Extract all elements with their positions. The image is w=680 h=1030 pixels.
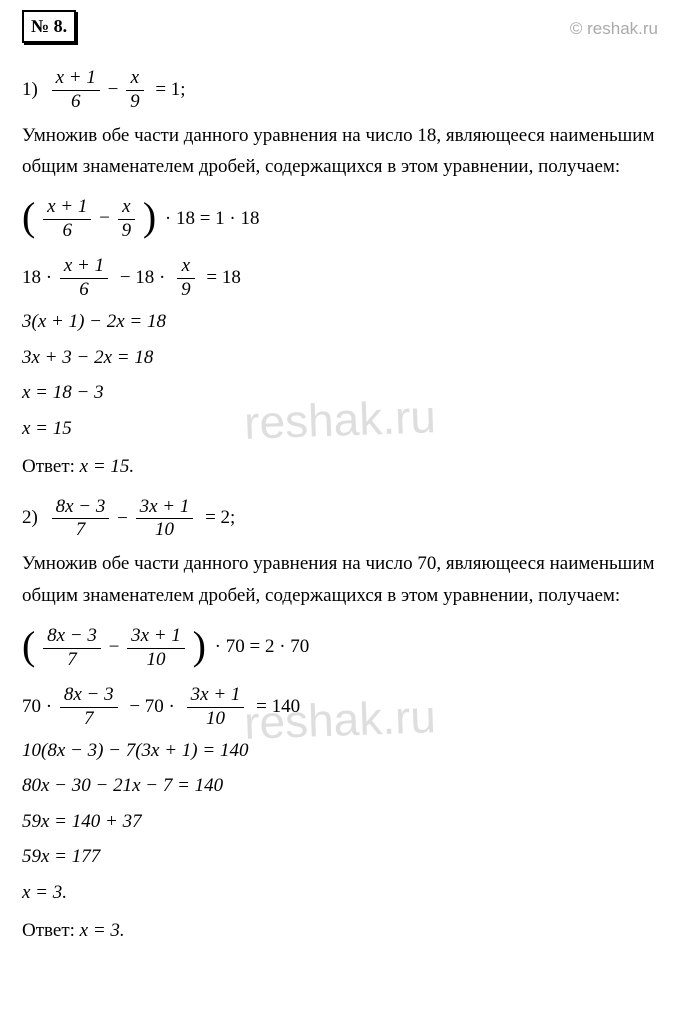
p1-step-6: x = 15 <box>22 415 658 444</box>
fraction: x 9 <box>118 197 136 242</box>
right-paren: ) <box>143 187 156 247</box>
numerator: x + 1 <box>43 197 91 220</box>
coefficient: 18 · <box>22 267 52 288</box>
numerator: 3x + 1 <box>136 497 194 520</box>
denominator: 6 <box>60 279 108 301</box>
p2-step-3: 10(8x − 3) − 7(3x + 1) = 140 <box>22 737 658 766</box>
numerator: 8x − 3 <box>60 685 118 708</box>
fraction: x 9 <box>126 68 144 113</box>
denominator: 10 <box>187 708 245 730</box>
denominator: 9 <box>126 91 144 113</box>
fraction: x + 1 6 <box>52 68 100 113</box>
denominator: 7 <box>60 708 118 730</box>
left-paren: ( <box>22 616 35 676</box>
fraction: x 9 <box>177 256 195 301</box>
numerator: 8x − 3 <box>43 626 101 649</box>
minus-op: − <box>108 79 123 100</box>
p2-step-6: 59x = 177 <box>22 843 658 872</box>
coefficient: 70 · <box>22 696 52 717</box>
p1-step-5: x = 18 − 3 <box>22 379 658 408</box>
p1-step-3: 3(x + 1) − 2x = 18 <box>22 308 658 337</box>
p2-index: 2) <box>22 507 38 528</box>
rhs: = 2; <box>205 507 235 528</box>
p1-equation: 1) x + 1 6 − x 9 = 1; <box>22 68 658 113</box>
numerator: 3x + 1 <box>127 626 185 649</box>
p1-step-1: ( x + 1 6 − x 9 ) · 18 = 1 · 18 <box>22 189 658 249</box>
p1-index: 1) <box>22 79 38 100</box>
answer-label: Ответ: <box>22 456 80 477</box>
fraction: 8x − 3 7 <box>43 626 101 671</box>
answer-value: x = 3. <box>80 920 125 941</box>
p2-step-5: 59x = 140 + 37 <box>22 808 658 837</box>
fraction: 3x + 1 10 <box>136 497 194 542</box>
rhs: = 18 <box>206 267 240 288</box>
denominator: 6 <box>52 91 100 113</box>
p1-explanation: Умножив обе части данного уравнения на ч… <box>22 120 658 183</box>
mid: − 18 · <box>120 267 166 288</box>
denominator: 9 <box>177 279 195 301</box>
p2-step-7: x = 3. <box>22 879 658 908</box>
rhs: · 70 = 2 · 70 <box>215 636 310 657</box>
p2-answer: Ответ: x = 3. <box>22 915 658 946</box>
minus-op: − <box>117 507 132 528</box>
denominator: 10 <box>136 519 194 541</box>
numerator: x <box>177 256 195 279</box>
rhs: · 18 = 1 · 18 <box>165 208 260 229</box>
p2-step-1: ( 8x − 3 7 − 3x + 1 10 ) · 70 = 2 · 70 <box>22 618 658 678</box>
fraction: 3x + 1 10 <box>127 626 185 671</box>
p2-step-2: 70 · 8x − 3 7 − 70 · 3x + 1 10 = 140 <box>22 685 658 730</box>
minus-op: − <box>109 636 124 657</box>
mid: − 70 · <box>129 696 175 717</box>
right-paren: ) <box>193 616 206 676</box>
p2-explanation: Умножив обе части данного уравнения на ч… <box>22 548 658 611</box>
fraction: 8x − 3 7 <box>60 685 118 730</box>
problem-number-box: № 8. <box>22 10 76 43</box>
answer-label: Ответ: <box>22 920 80 941</box>
numerator: 8x − 3 <box>52 497 110 520</box>
p1-step-4: 3x + 3 − 2x = 18 <box>22 344 658 373</box>
p1-answer: Ответ: x = 15. <box>22 451 658 482</box>
denominator: 7 <box>52 519 110 541</box>
rhs: = 1; <box>155 79 185 100</box>
numerator: x + 1 <box>52 68 100 91</box>
denominator: 10 <box>127 649 185 671</box>
minus-op: − <box>99 208 114 229</box>
denominator: 9 <box>118 220 136 242</box>
fraction: 8x − 3 7 <box>52 497 110 542</box>
fraction: x + 1 6 <box>43 197 91 242</box>
numerator: x + 1 <box>60 256 108 279</box>
numerator: 3x + 1 <box>187 685 245 708</box>
p2-step-4: 80x − 30 − 21x − 7 = 140 <box>22 772 658 801</box>
fraction: 3x + 1 10 <box>187 685 245 730</box>
denominator: 7 <box>43 649 101 671</box>
numerator: x <box>118 197 136 220</box>
p1-step-2: 18 · x + 1 6 − 18 · x 9 = 18 <box>22 256 658 301</box>
fraction: x + 1 6 <box>60 256 108 301</box>
denominator: 6 <box>43 220 91 242</box>
answer-value: x = 15. <box>80 456 135 477</box>
p2-equation: 2) 8x − 3 7 − 3x + 1 10 = 2; <box>22 497 658 542</box>
rhs: = 140 <box>256 696 300 717</box>
left-paren: ( <box>22 187 35 247</box>
numerator: x <box>126 68 144 91</box>
